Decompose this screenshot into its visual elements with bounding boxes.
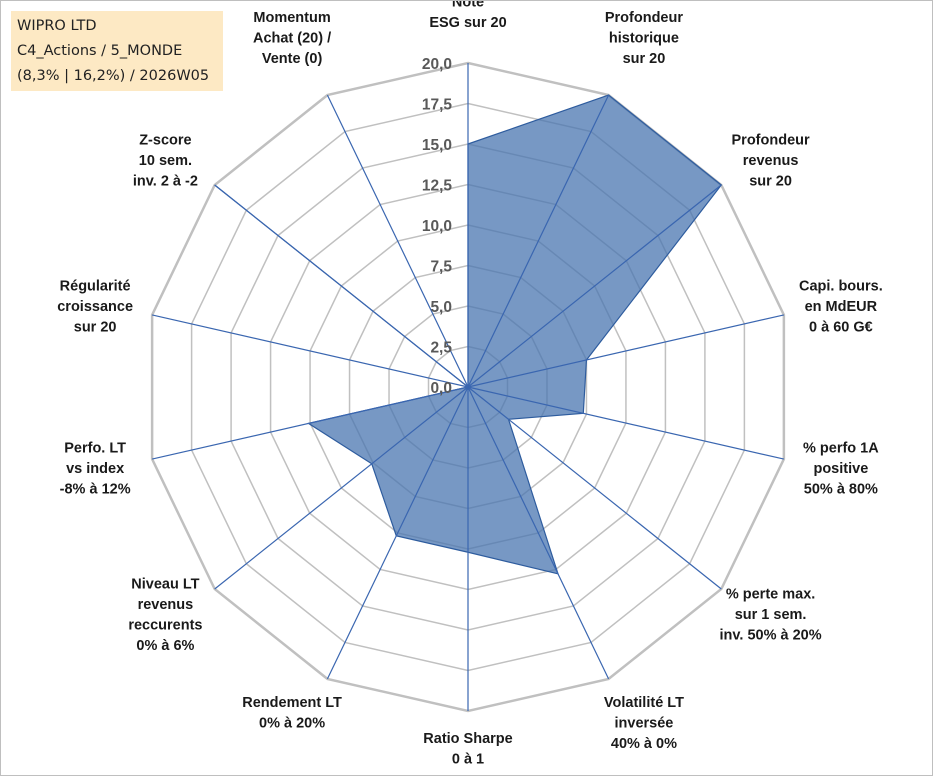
axis-label-line: Capi. bours. <box>799 279 883 295</box>
axis-label-line: % perfo 1A <box>803 441 879 457</box>
axis-label: % perfo 1A positive 50% à 80% <box>803 441 879 498</box>
axis-label-line: sur 20 <box>623 51 666 67</box>
tick-label: 20,0 <box>422 56 452 73</box>
axis-label-line: 40% à 0% <box>611 736 677 752</box>
axis-label-line: revenus <box>743 153 799 169</box>
tick-label: 2,5 <box>430 340 452 357</box>
tick-label: 5,0 <box>430 299 452 316</box>
axis-label-line: 0% à 6% <box>136 638 194 654</box>
axis-spoke <box>467 184 722 388</box>
axis-label: Note ESG sur 20 <box>429 1 506 31</box>
axis-spoke <box>214 386 469 590</box>
data-point <box>607 94 610 97</box>
tick-label: 12,5 <box>422 178 453 195</box>
axis-label-line: reccurents <box>128 617 202 633</box>
data-point <box>720 183 723 186</box>
info-box: WIPRO LTD C4_Actions / 5_MONDE (8,3% | 1… <box>11 11 223 91</box>
axis-spoke <box>467 386 785 460</box>
axis-label-line: inversée <box>615 715 674 731</box>
axis-label-line: Perfo. LT <box>64 441 126 457</box>
axis-label-line: 0 à 1 <box>452 751 484 767</box>
axis-label: % perte max. sur 1 sem. inv. 50% à 20% <box>720 587 822 644</box>
tick-label: 15,0 <box>422 137 452 154</box>
axis-label-line: % perte max. <box>726 587 815 603</box>
axis-spoke <box>151 386 469 460</box>
axis-label-line: revenus <box>138 597 194 613</box>
axis-spoke <box>151 314 469 388</box>
axis-label-line: Achat (20) / <box>253 30 331 46</box>
axis-label-line: Rendement LT <box>242 695 342 711</box>
axis-label-line: Z-score <box>139 133 191 149</box>
stock-name: WIPRO LTD <box>17 18 97 34</box>
axis-label-line: 0% à 20% <box>259 715 325 731</box>
axis-label-line: sur 20 <box>749 174 792 190</box>
axis-label-line: Profondeur <box>732 133 810 149</box>
axis-label-line: 0 à 60 G€ <box>809 320 873 336</box>
axis-label-line: ESG sur 20 <box>429 15 506 31</box>
axis-label-line: Volatilité LT <box>604 695 684 711</box>
tick-label: 17,5 <box>422 97 453 114</box>
axis-label-line: Niveau LT <box>131 576 199 592</box>
axis-label-line: Profondeur <box>605 10 683 26</box>
data-point <box>556 572 559 575</box>
data-point <box>370 462 373 465</box>
axis-label-line: positive <box>813 461 868 477</box>
axis-label: Profondeur historique sur 20 <box>605 10 683 67</box>
data-point <box>307 422 310 425</box>
axis-label: Niveau LT revenus reccurents 0% à 6% <box>128 576 202 654</box>
axis-label-line: historique <box>609 30 679 46</box>
axis-label-line: vs index <box>66 461 124 477</box>
axis-label-line: Vente (0) <box>262 51 323 67</box>
axis-label: Z-score 10 sem. inv. 2 à -2 <box>133 133 198 190</box>
tick-label: 0,0 <box>430 380 452 397</box>
data-point <box>582 412 585 415</box>
axis-spoke <box>326 94 469 388</box>
axis-label-line: 50% à 80% <box>804 482 878 498</box>
axis-label-line: Note <box>452 1 484 10</box>
axis-label-line: croissance <box>57 299 133 315</box>
axis-label-line: Momentum <box>253 10 330 26</box>
axis-label-line: inv. 50% à 20% <box>720 628 822 644</box>
axis-label-line: Régularité <box>60 279 131 295</box>
axis-label-line: sur 20 <box>74 320 117 336</box>
axis-label-line: sur 1 sem. <box>735 607 807 623</box>
axis-spoke <box>326 386 469 680</box>
axis-label: Ratio Sharpe 0 à 1 <box>423 731 512 768</box>
data-point <box>585 358 588 361</box>
data-point <box>467 143 470 146</box>
data-point <box>467 551 470 554</box>
data-point <box>395 534 398 537</box>
data-point <box>213 183 216 186</box>
axis-spoke <box>467 94 610 388</box>
category-label: C4_Actions / 5_MONDE <box>17 43 183 59</box>
axis-label: Profondeur revenus sur 20 <box>732 133 810 190</box>
data-point <box>467 386 470 389</box>
data-point <box>507 418 510 421</box>
axis-spoke <box>214 184 469 388</box>
axis-spoke <box>467 314 785 388</box>
axis-spoke <box>467 386 722 590</box>
axis-label-line: inv. 2 à -2 <box>133 174 198 190</box>
axis-label-line: en MdEUR <box>805 299 878 315</box>
axis-label: Perfo. LT vs index -8% à 12% <box>60 441 131 498</box>
axis-spoke <box>467 386 610 680</box>
tick-label: 7,5 <box>430 259 452 276</box>
axis-label: Rendement LT 0% à 20% <box>242 695 342 732</box>
axis-label-line: 10 sem. <box>139 153 192 169</box>
axis-label: Capi. bours. en MdEUR 0 à 60 G€ <box>799 279 883 336</box>
period-label: (8,3% | 16,2%) / 2026W05 <box>17 68 210 84</box>
axis-label-line: Ratio Sharpe <box>423 731 512 747</box>
tick-label: 10,0 <box>422 218 452 235</box>
axis-label: Momentum Achat (20) / Vente (0) <box>253 10 331 67</box>
axis-label-line: -8% à 12% <box>60 482 131 498</box>
axis-label: Volatilité LT inversée 40% à 0% <box>604 695 684 752</box>
axis-label: Régularité croissance sur 20 <box>57 279 133 336</box>
